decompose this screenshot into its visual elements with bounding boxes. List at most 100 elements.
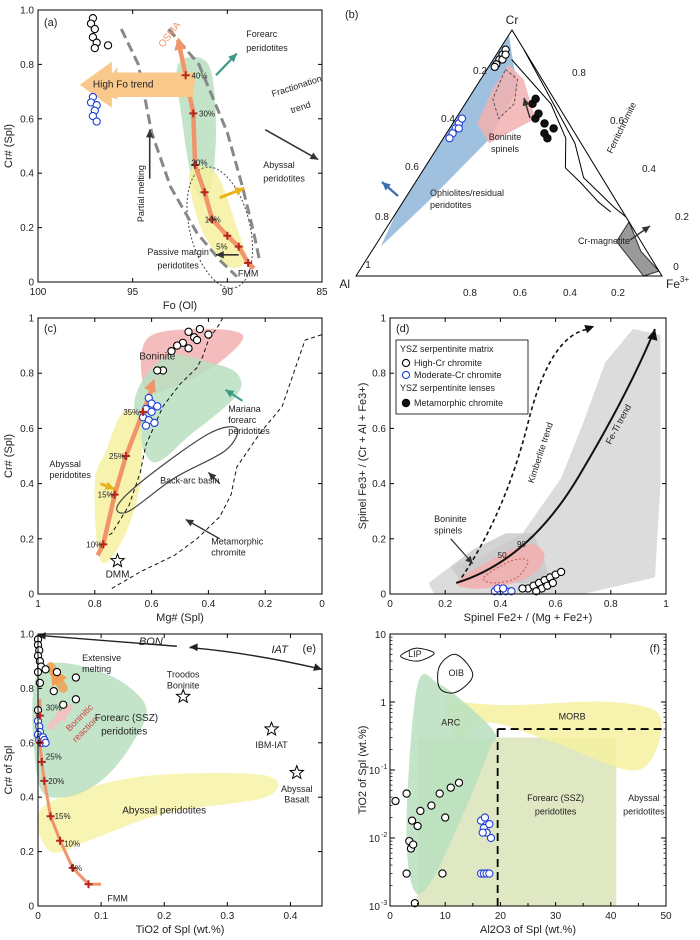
- panel-label: (a): [44, 17, 57, 29]
- panel-label: (b): [345, 9, 358, 21]
- data-point-high-cr: [49, 686, 58, 696]
- ternary-tick-label: 0.2: [473, 66, 487, 77]
- melting-degree-label: 5%: [216, 243, 228, 252]
- panel-a: 100 95 90 85 0 0.2 0.4 0.6 0.8 1.0 Fo (Ol) Cr# (Spl…: [3, 6, 328, 313]
- x-tick-label: 100: [30, 287, 47, 298]
- dmm-label: DMM: [106, 569, 130, 580]
- model-point: [46, 812, 55, 821]
- data-point-high-cr: [103, 41, 113, 50]
- boninite-label: Boninite: [139, 351, 176, 362]
- fractionation-label: Fractionation: [270, 73, 323, 99]
- cr-magnetite-field: [615, 220, 660, 277]
- data-point-high-cr: [446, 783, 455, 792]
- passive-label-2: peridotites: [157, 260, 199, 270]
- extensive-label-2: melting: [82, 664, 111, 674]
- data-point-high-cr: [438, 869, 447, 878]
- x-axis-label: Fo (Ol): [163, 300, 197, 312]
- y-tick-exponent: -2: [381, 832, 387, 839]
- x-tick-label: 1: [35, 599, 41, 610]
- abyssal-arrow-head: [234, 187, 245, 196]
- back-arc-label: Back-arc basin: [160, 476, 220, 486]
- panel-b: (b) Cr Al Fe 3+ 0.2 0.4 0.6 0.8 1 0.8 0.6 0.4 0.2 0 0.8…: [339, 9, 689, 299]
- abyssal-label-2: peridotites: [49, 470, 91, 480]
- boninite-label: Boninite: [434, 514, 467, 524]
- model-point: [244, 258, 253, 267]
- y-tick-label: 0: [28, 590, 34, 601]
- osma-envelope-left: [119, 28, 238, 278]
- ternary-tick-label-r: 0.8: [572, 68, 586, 79]
- model-point: [189, 109, 198, 118]
- y-tick-label: 0.4: [372, 479, 386, 490]
- melting-degree-label: 30%: [199, 109, 215, 118]
- forearc-label: Forearc (SSZ): [527, 793, 584, 803]
- forearc-arrow-head: [228, 53, 237, 63]
- data-point-high-cr: [90, 24, 99, 34]
- boninite-arrow-head: [522, 98, 530, 107]
- abyssal-label: Abyssal: [628, 793, 660, 803]
- data-point-high-cr: [402, 869, 411, 878]
- iat-line: [189, 646, 323, 671]
- forearc-label-2: peridotites: [101, 727, 147, 738]
- osma-envelope-right: [167, 28, 261, 261]
- y-axis-label: Cr# (Spl): [3, 434, 15, 478]
- x-axis-label: Spinel Fe2+ / (Mg + Fe2+): [464, 612, 593, 624]
- data-point-high-cr: [184, 344, 193, 353]
- ophiolite-label-2: peridotites: [430, 200, 472, 210]
- melting-degree-label: 10%: [86, 540, 102, 549]
- y-tick-label: 0.2: [20, 534, 34, 545]
- arc-label: ARC: [441, 718, 461, 728]
- legend: YSZ serpentinite matrix High-Cr chromite M…: [395, 339, 529, 415]
- boninite-inner-field: [492, 68, 519, 120]
- data-point-moderate-cr: [480, 813, 490, 822]
- data-point-metamorphic: [531, 94, 540, 104]
- contour-50-label: 50: [498, 551, 507, 560]
- data-point-high-cr: [52, 667, 62, 677]
- boninite-spinel-field: [456, 544, 545, 589]
- abyssal-label: Abyssal: [263, 160, 295, 170]
- cr-magnetite-arrow-head: [641, 226, 650, 234]
- melting-degree-label: 10%: [64, 839, 80, 848]
- x-tick-label: 0.8: [604, 599, 618, 610]
- vertex-cr: Cr: [506, 13, 519, 27]
- model-point: [99, 540, 108, 549]
- plot-frame: [37, 633, 323, 907]
- y-tick-label: 0.2: [20, 223, 34, 234]
- y-tick-exponent: -1: [381, 764, 387, 771]
- y-tick-label: 0: [28, 902, 34, 913]
- ternary-tick-label-r: 0.4: [642, 164, 656, 175]
- panel-label: (f): [650, 643, 660, 655]
- plot-frame: [37, 317, 323, 595]
- mariana-label-3: peridotites: [228, 426, 270, 436]
- data-point-moderate-cr: [454, 124, 463, 133]
- model-point: [191, 161, 200, 170]
- y-tick-label: 10: [369, 902, 381, 913]
- data-point-high-cr: [556, 567, 566, 577]
- ternary-tick-label: 0.2: [611, 288, 625, 299]
- boninitic-reaction-arrow-head: [55, 707, 70, 722]
- ternary-tick-label: 0.6: [513, 288, 527, 299]
- data-point-moderate-cr: [486, 833, 496, 843]
- x-tick-label: 0.6: [145, 599, 159, 610]
- data-point-high-cr: [71, 673, 81, 682]
- data-point-moderate-cr: [401, 370, 411, 380]
- vertex-fe: Fe: [666, 277, 680, 291]
- data-point-high-cr: [441, 813, 450, 822]
- data-point-metamorphic: [540, 119, 549, 128]
- panel-e: 0 0.1 0.2 0.3 0.4 0 0.2 0.4 0.6 0.8 1.0 TiO2 of Spl…: [3, 630, 323, 936]
- data-point-moderate-cr: [150, 418, 159, 428]
- y-tick-label: 1: [380, 314, 386, 325]
- legend-title: YSZ serpentinite lenses: [400, 383, 496, 393]
- iat-head-2: [189, 643, 198, 652]
- iat-head: [313, 663, 322, 671]
- high-fo-label: High Fo trend: [93, 80, 154, 91]
- vertex-fe-sup: 3+: [680, 275, 689, 284]
- abyssal-label-2: peridotites: [263, 173, 305, 183]
- melting-degree-label: 20%: [191, 158, 207, 167]
- lip-field: [400, 647, 435, 662]
- ternary-tick-label: 0.4: [441, 114, 455, 125]
- y-tick-label: 0.6: [20, 738, 34, 749]
- x-tick-label: 0.1: [94, 911, 108, 922]
- x-tick-label: 0: [387, 599, 393, 610]
